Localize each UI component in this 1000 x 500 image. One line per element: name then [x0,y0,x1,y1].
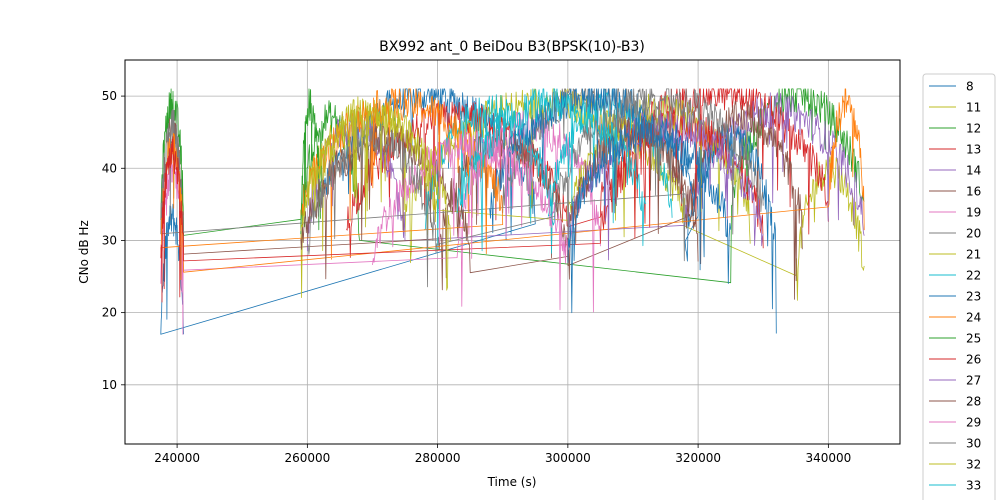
chart-title: BX992 ant_0 BeiDou B3(BPSK(10)-B3) [379,39,645,55]
y-tick-label: 20 [102,306,117,320]
y-axis: 10 20 30 40 50 [102,89,125,392]
legend-box [922,73,996,500]
axes-frame [124,59,901,445]
series-line-24 [160,88,865,281]
series-line-13 [346,88,829,258]
series-line-28 [300,116,699,280]
x-tick-label: 320000 [675,451,721,465]
legend: 8111213141619202122232425262728293032333… [922,73,996,500]
legend-label-8: 8 [966,80,974,94]
y-tick-label: 50 [102,89,117,103]
y-axis-label: CNo dB Hz [77,220,91,284]
legend-label-30: 30 [966,437,981,451]
series-line-16 [160,101,803,300]
series-line-33 [456,88,647,252]
legend-label-20: 20 [966,227,981,241]
x-axis-label: Time (s) [487,475,537,489]
x-tick-label: 260000 [284,451,330,465]
legend-label-11: 11 [966,101,981,115]
legend-label-24: 24 [966,311,981,325]
legend-label-12: 12 [966,122,981,136]
y-tick-label: 10 [102,378,117,392]
series-line-19 [160,110,601,335]
legend-label-32: 32 [966,458,981,472]
legend-label-21: 21 [966,248,981,262]
x-tick-label: 340000 [805,451,851,465]
legend-label-26: 26 [966,353,981,367]
series-line-32 [300,102,451,291]
x-axis: 240000 260000 280000 300000 320000 340000 [154,444,851,465]
y-tick-label: 30 [102,233,117,247]
series-line-21 [300,93,751,299]
legend-label-27: 27 [966,374,981,388]
plot-area [160,88,865,335]
series-line-25 [300,88,321,235]
legend-label-28: 28 [966,395,981,409]
x-tick-label: 240000 [154,451,200,465]
legend-label-25: 25 [966,332,981,346]
series-line-30 [307,88,764,288]
y-tick-label: 40 [102,161,117,175]
x-tick-label: 280000 [415,451,461,465]
legend-label-13: 13 [966,143,981,157]
legend-label-29: 29 [966,416,981,430]
legend-label-16: 16 [966,185,981,199]
legend-label-14: 14 [966,164,981,178]
legend-label-22: 22 [966,269,981,283]
legend-label-23: 23 [966,290,981,304]
series-line-34 [567,115,732,314]
legend-label-33: 33 [966,479,981,493]
x-tick-label: 300000 [545,451,591,465]
legend-label-19: 19 [966,206,981,220]
